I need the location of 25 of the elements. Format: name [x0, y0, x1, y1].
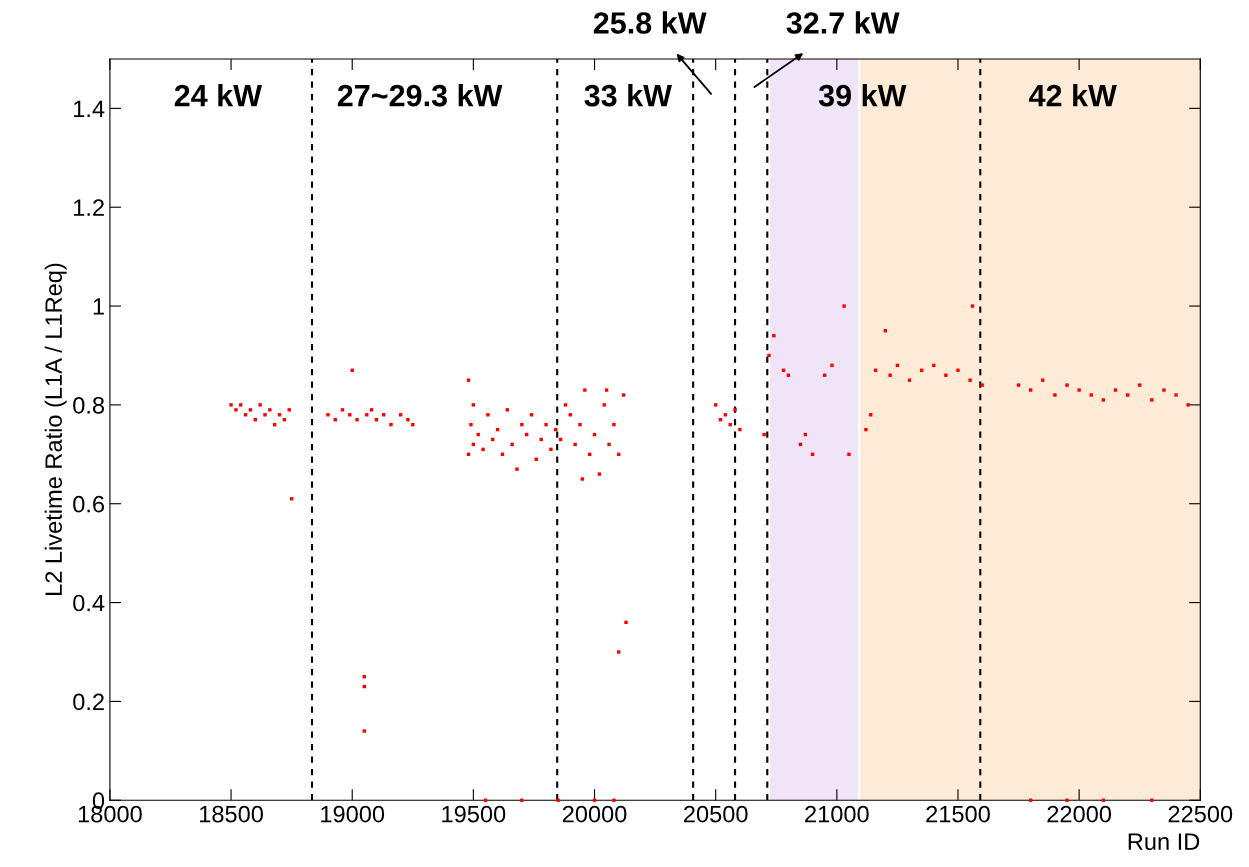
annotation: 27~29.3 kW	[337, 84, 503, 107]
text: 25.8 kW	[593, 11, 707, 34]
x-tick-label: 19500	[442, 805, 506, 823]
y-tick-label: 1.2	[74, 199, 104, 216]
y-tick-label: 0.4	[73, 594, 105, 612]
x-tick-label: 22500	[1168, 805, 1233, 823]
y-tick-label: 1.4	[74, 100, 105, 117]
annotation: 42 kW	[1029, 84, 1117, 107]
y-tick-label: 0.6	[73, 495, 105, 513]
y-tick-label: 1	[93, 298, 104, 315]
annotation: 39 kW	[818, 84, 907, 107]
x-tick-label: 19000	[321, 805, 385, 823]
x-tick-label: 20000	[562, 805, 627, 823]
y-axis-title: L2 Livetime Ratio (L1A / L1Req)	[44, 263, 67, 595]
y-tick-label: 0.8	[73, 396, 105, 414]
y-tick-label: 0.2	[73, 693, 104, 711]
x-axis-title: Run ID	[1128, 833, 1200, 851]
annotation: 33 kW	[584, 84, 672, 107]
x-tick-label: 21000	[805, 805, 869, 823]
x-tick-label: 22000	[1047, 805, 1112, 823]
annotation: 24 kW	[174, 84, 262, 107]
x-tick-label: 20500	[684, 805, 748, 823]
text: 32.7 kW	[786, 11, 900, 34]
x-tick-label: 18500	[200, 805, 263, 823]
x-tick-label: 21500	[926, 805, 990, 823]
